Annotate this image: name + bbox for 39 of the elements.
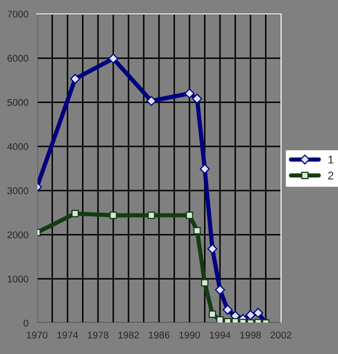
- x-tick-label: 1998: [240, 332, 261, 338]
- point: [207, 244, 218, 254]
- x-tick-label: 1990: [179, 332, 200, 338]
- legend-label: 1: [328, 156, 334, 164]
- x-tick-label: 1978: [88, 332, 108, 338]
- point: [148, 212, 156, 219]
- point: [71, 210, 79, 218]
- point: [201, 279, 208, 287]
- point: [184, 88, 194, 98]
- point: [108, 54, 118, 64]
- point: [192, 94, 202, 104]
- x-tick-label: 1982: [118, 332, 139, 338]
- point: [215, 284, 225, 295]
- point: [110, 212, 117, 219]
- point: [253, 308, 264, 318]
- x-tick-label: 1970: [26, 332, 48, 338]
- y-tick-label: 7000: [8, 10, 28, 18]
- point: [232, 318, 239, 323]
- legend-label: 2: [328, 172, 334, 180]
- x-tick-label: 1994: [210, 332, 231, 338]
- point: [186, 212, 194, 219]
- point: [70, 74, 80, 84]
- point: [200, 164, 210, 174]
- y-tick-label: 0: [24, 320, 28, 327]
- point: [216, 316, 224, 323]
- y-tick-label: 2000: [8, 231, 28, 238]
- x-tick-label: 2002: [270, 332, 292, 338]
- point: [246, 310, 256, 320]
- y-tick-label: 6000: [8, 54, 28, 62]
- point: [193, 227, 201, 234]
- x-tick-label: 1974: [57, 332, 78, 338]
- y-tick-label: 3000: [7, 187, 28, 194]
- y-tick-label: 1000: [8, 276, 28, 282]
- x-tick-label: 1986: [148, 332, 170, 338]
- y-tick-label: 4000: [7, 143, 28, 150]
- y-tick-label: 5000: [7, 99, 28, 106]
- point: [222, 304, 233, 315]
- point: [208, 310, 216, 318]
- point: [146, 96, 156, 106]
